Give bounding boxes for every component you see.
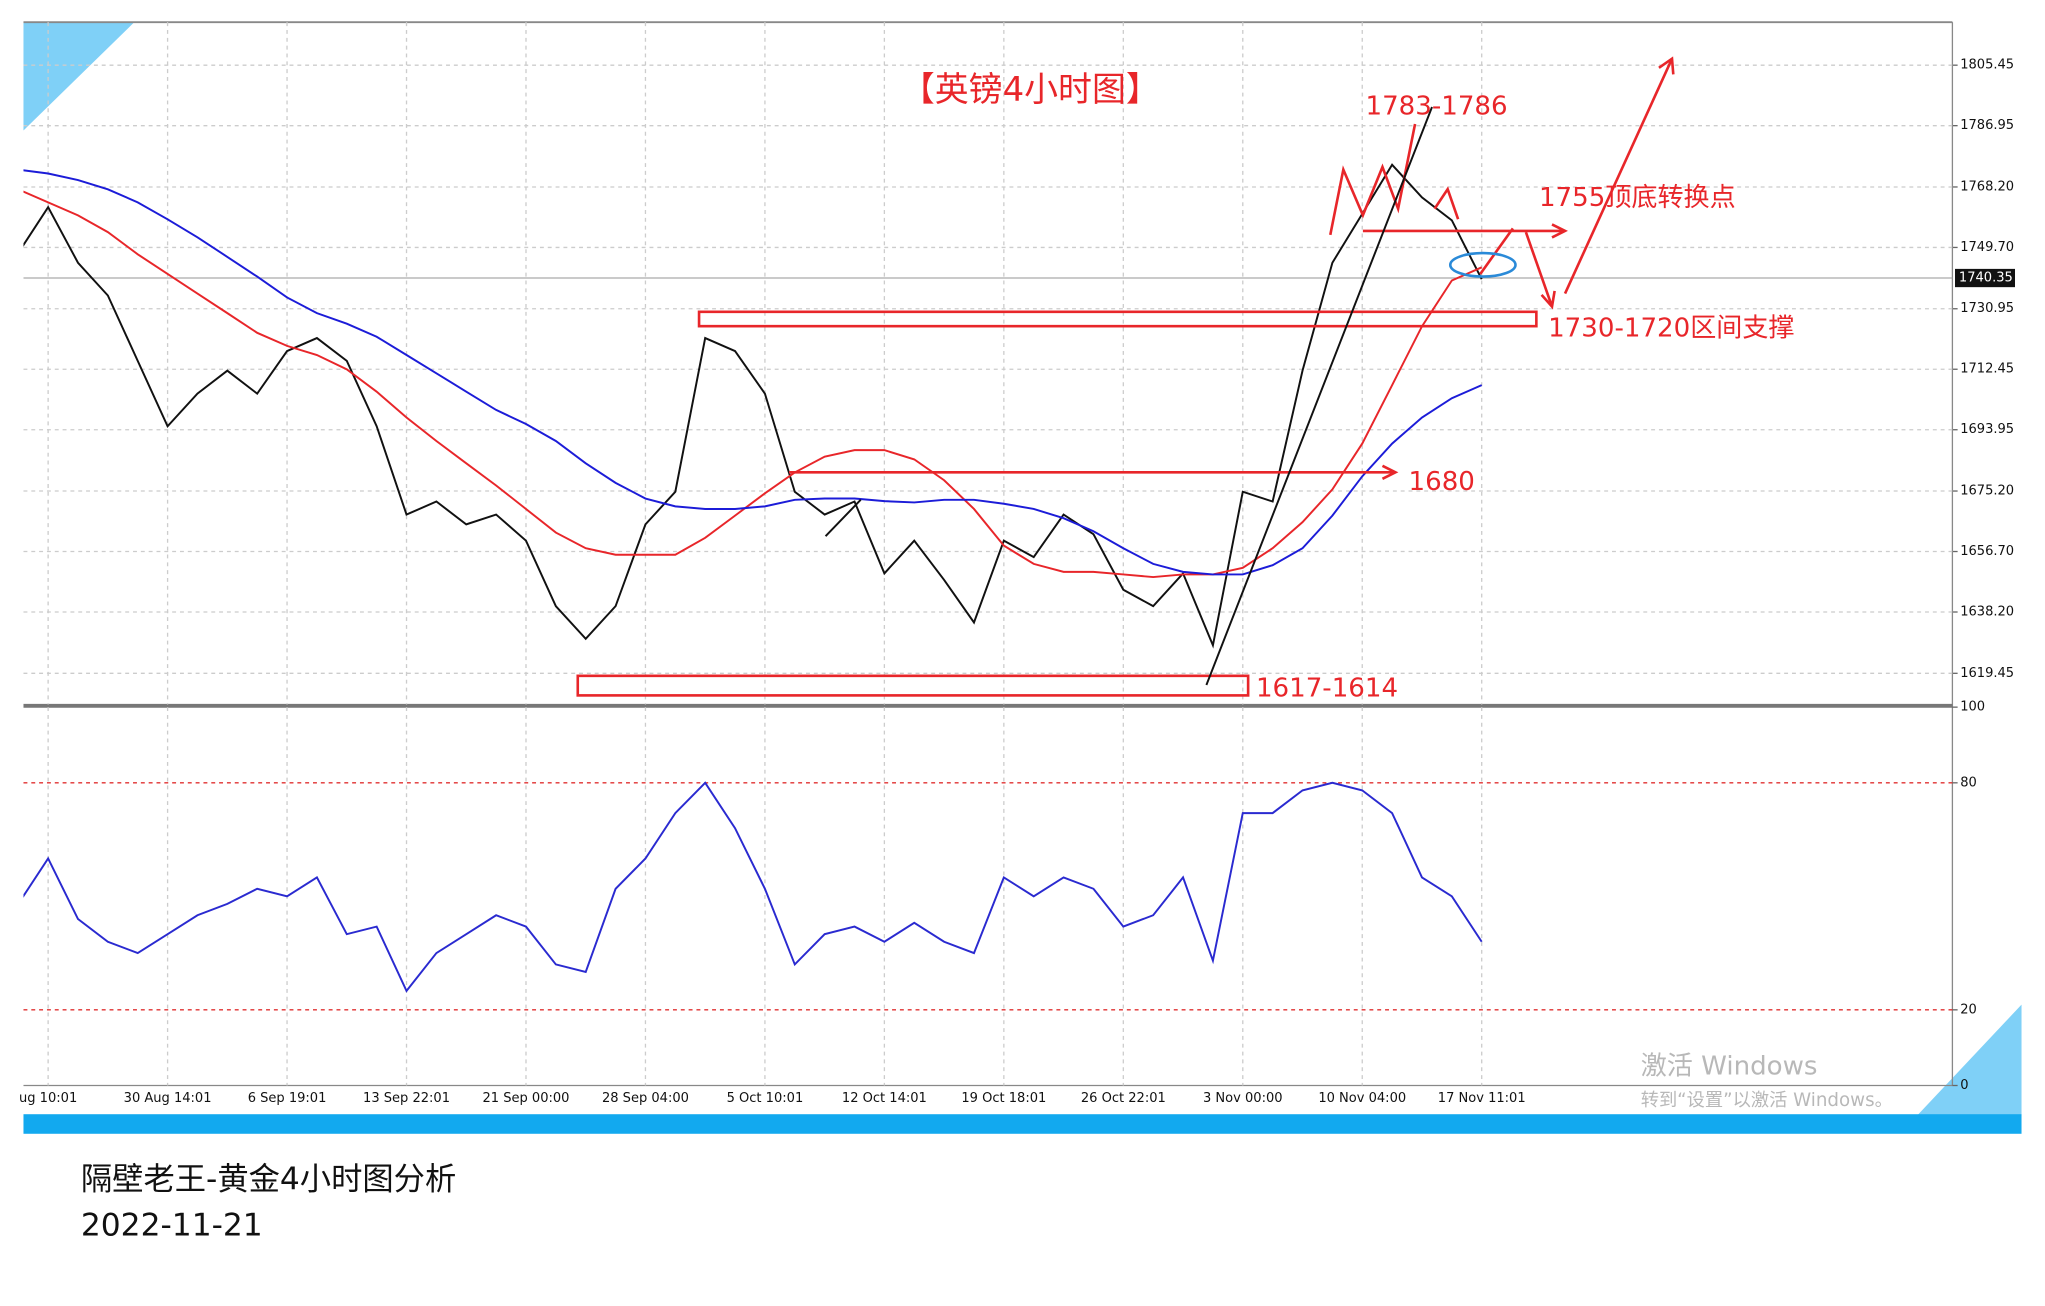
y-tick-label: 0 [1960, 1078, 1968, 1093]
x-tick-label: 5 Oct 10:01 [727, 1091, 804, 1106]
plot-area [23, 781, 1483, 993]
plot-area [23, 163, 1953, 649]
y-tick-label: 1805.45 [1960, 58, 2014, 73]
last-price-box [1955, 268, 2016, 288]
y-tick-label: 1749.70 [1960, 240, 2014, 255]
footer-date: 2022-11-21 [81, 1207, 263, 1243]
y-tick-label: 1656.70 [1960, 544, 2014, 559]
y-tick-label: 20 [1960, 1002, 1977, 1017]
x-tick-label: 19 Oct 18:01 [961, 1091, 1046, 1106]
annotation: 1680 [1409, 467, 1475, 497]
y-tick-label: 100 [1960, 700, 1985, 715]
y-tick-label: 1730.95 [1960, 301, 2014, 316]
x-tick-label: 26 Oct 22:01 [1081, 1091, 1166, 1106]
x-tick-label: 13 Sep 22:01 [363, 1091, 450, 1106]
chart-title: 【英镑4小时图】 [901, 70, 1160, 109]
x-tick-label: 3 Nov 00:00 [1203, 1091, 1283, 1106]
y-tick-label: 1675.20 [1960, 484, 2014, 499]
annotation: 1730-1720区间支撑 [1548, 313, 1794, 343]
series-line [23, 781, 1483, 993]
y-tick-label: 1638.20 [1960, 605, 2014, 620]
footer-title: 隔壁老王-黄金4小时图分析 [81, 1162, 456, 1198]
x-tick-label: 12 Oct 14:01 [842, 1091, 927, 1106]
grid: ug 10:01 30 Aug 14:01 6 Sep 19:01 13 Sep 22… [19, 22, 2014, 1106]
annotation-shapes [576, 56, 1675, 697]
last-price-label: 1740.35 [1959, 271, 2013, 286]
y-tick-label: 1712.45 [1960, 362, 2014, 377]
watermark-title: 激活 Windows [1641, 1052, 1818, 1082]
watermark-subtitle: 转到“设置”以激活 Windows。 [1641, 1090, 1893, 1111]
series-line [23, 163, 1483, 649]
x-tick-label: 21 Sep 00:00 [483, 1091, 570, 1106]
x-tick-label: 10 Nov 04:00 [1318, 1091, 1406, 1106]
x-tick-label: 28 Sep 04:00 [602, 1091, 689, 1106]
y-tick-label: 1693.95 [1960, 422, 2014, 437]
y-tick-label: 1619.45 [1960, 666, 2014, 681]
x-tick-label: 30 Aug 14:01 [124, 1091, 212, 1106]
x-tick-label: 6 Sep 19:01 [248, 1091, 327, 1106]
series-line [23, 190, 1483, 579]
x-tick-label: 17 Nov 11:01 [1438, 1091, 1526, 1106]
plots [23, 163, 1953, 993]
y-tick-label: 1768.20 [1960, 179, 2014, 194]
x-tick-label: ug 10:01 [19, 1091, 77, 1106]
y-tick-label: 1786.95 [1960, 118, 2014, 133]
annotation: 1617-1614 [1256, 673, 1398, 703]
series-line [23, 169, 1483, 576]
y-tick-label: 80 [1960, 775, 1977, 790]
annotation: 1783-1786 [1366, 91, 1508, 121]
annotation: 1755顶底转换点 [1539, 183, 1736, 213]
